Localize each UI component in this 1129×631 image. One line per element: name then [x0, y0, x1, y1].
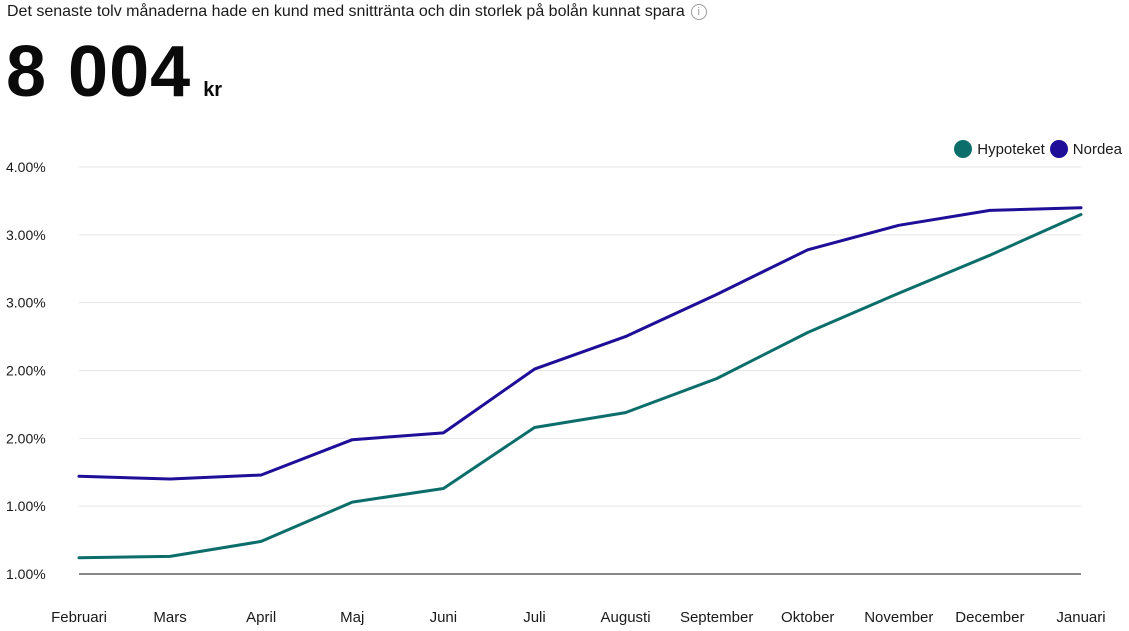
y-tick-label: 2.00%: [6, 430, 46, 446]
y-tick-label: 2.00%: [6, 363, 46, 379]
legend-item-hypoteket[interactable]: Hypoteket: [954, 140, 1045, 158]
y-tick-label: 1.00%: [6, 498, 46, 514]
savings-unit: kr: [203, 79, 223, 101]
y-tick-label: 3.00%: [6, 227, 46, 243]
y-tick-label: 4.00%: [6, 159, 46, 175]
legend-dot-hypoteket: [954, 140, 973, 158]
x-tick-label: Mars: [153, 609, 186, 626]
x-tick-label: Oktober: [781, 609, 834, 626]
legend-label-hypoteket: Hypoteket: [977, 140, 1045, 158]
x-tick-label: Juli: [523, 609, 546, 626]
chart-legend: Hypoteket Nordea: [949, 140, 1122, 158]
info-circle-icon[interactable]: i: [690, 4, 707, 20]
series-line-hypoteket: [77, 213, 1083, 560]
legend-dot-nordea: [1049, 140, 1068, 158]
x-tick-label: April: [246, 609, 276, 626]
y-tick-label: 3.00%: [6, 295, 46, 311]
x-tick-label: September: [680, 609, 753, 626]
y-tick-label: 1.00%: [6, 566, 46, 582]
x-tick-label: Juni: [430, 609, 458, 626]
x-tick-label: Maj: [340, 609, 364, 626]
savings-amount: 8 004 kr: [6, 36, 222, 108]
x-tick-label: Februari: [51, 609, 107, 626]
savings-value: 8 004: [6, 32, 192, 112]
header-description: Det senaste tolv månaderna hade en kund …: [7, 0, 707, 24]
x-tick-label: December: [955, 609, 1024, 626]
header-text: Det senaste tolv månaderna hade en kund …: [7, 3, 685, 20]
legend-item-nordea[interactable]: Nordea: [1049, 140, 1122, 158]
x-tick-label: Augusti: [601, 609, 651, 626]
x-tick-label: November: [864, 609, 933, 626]
x-tick-label: Januari: [1056, 609, 1105, 626]
legend-label-nordea: Nordea: [1072, 140, 1122, 158]
series-line-nordea: [77, 206, 1083, 481]
